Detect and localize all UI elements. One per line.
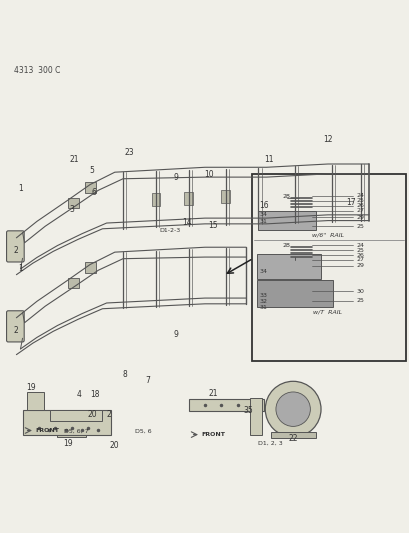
Text: 20: 20 (110, 441, 119, 450)
Text: 29: 29 (356, 263, 364, 268)
Text: 33: 33 (259, 293, 267, 298)
Text: 25: 25 (356, 248, 364, 253)
Text: 27: 27 (356, 208, 364, 213)
Bar (22, 410, 110, 434)
Text: 26: 26 (356, 253, 364, 257)
Bar (257, 254, 320, 279)
FancyBboxPatch shape (7, 231, 24, 262)
Bar (221, 190, 229, 204)
Text: 2: 2 (13, 246, 18, 255)
Text: 15: 15 (208, 221, 218, 230)
Text: 35: 35 (243, 406, 252, 415)
Text: 4: 4 (76, 390, 81, 399)
Text: 2: 2 (106, 410, 111, 419)
Bar (68, 278, 79, 288)
Text: 14: 14 (181, 217, 191, 227)
Text: 8: 8 (122, 370, 127, 379)
Text: 12: 12 (322, 135, 332, 144)
Text: 34: 34 (259, 269, 267, 274)
Text: 16: 16 (259, 201, 269, 211)
Bar (257, 280, 333, 308)
Bar (184, 191, 192, 205)
Text: 21: 21 (70, 155, 79, 164)
Text: 1: 1 (18, 264, 23, 273)
Text: FRONT: FRONT (201, 432, 225, 437)
Text: D5, 6: D5, 6 (135, 429, 151, 434)
Text: 24: 24 (356, 243, 364, 248)
Text: w/T  RAIL: w/T RAIL (312, 309, 342, 314)
Text: 31: 31 (259, 305, 267, 310)
Text: D1, 2, 3: D1, 2, 3 (258, 441, 282, 446)
Text: 30: 30 (356, 288, 364, 294)
Text: 11: 11 (263, 155, 273, 164)
Bar (27, 392, 44, 410)
Bar (252, 174, 405, 361)
Text: FRONT: FRONT (36, 428, 59, 433)
Text: 1: 1 (18, 184, 23, 193)
Text: 24: 24 (356, 193, 364, 198)
Bar (188, 399, 264, 411)
Bar (85, 262, 95, 273)
Text: D5, 6, 7: D5, 6, 7 (63, 429, 88, 434)
Bar (249, 398, 261, 434)
Text: 28: 28 (281, 195, 289, 199)
Text: 32: 32 (259, 299, 267, 304)
Text: 17: 17 (345, 198, 355, 207)
Text: 27: 27 (356, 257, 364, 262)
Text: 21: 21 (208, 389, 218, 398)
Text: 25: 25 (356, 198, 364, 204)
FancyBboxPatch shape (7, 311, 24, 342)
Text: 29: 29 (356, 215, 364, 220)
Text: w/6"  RAIL: w/6" RAIL (311, 232, 343, 237)
Bar (258, 211, 315, 230)
Text: 31: 31 (259, 219, 267, 224)
Bar (50, 410, 101, 422)
Bar (68, 198, 79, 208)
Text: 2: 2 (13, 326, 18, 335)
Bar (57, 425, 86, 437)
Bar (359, 184, 371, 201)
Circle shape (275, 392, 310, 426)
Text: 25: 25 (356, 224, 364, 229)
Text: 19: 19 (63, 439, 72, 448)
Text: 34: 34 (259, 212, 267, 216)
Bar (254, 189, 262, 203)
Text: 7: 7 (145, 376, 150, 385)
Text: 19: 19 (26, 383, 36, 392)
Circle shape (265, 381, 320, 437)
Text: 26: 26 (356, 203, 364, 208)
Bar (41, 415, 59, 431)
Text: 3: 3 (69, 205, 74, 214)
Text: 9: 9 (173, 329, 178, 338)
Text: 18: 18 (90, 390, 100, 399)
Text: D1-2-3: D1-2-3 (159, 228, 180, 233)
Bar (151, 192, 160, 206)
Text: 23: 23 (124, 148, 134, 157)
Bar (85, 182, 95, 193)
Text: 28: 28 (281, 244, 289, 248)
Text: 20: 20 (87, 410, 97, 419)
Text: 10: 10 (204, 170, 213, 179)
Circle shape (353, 182, 373, 202)
Text: 9: 9 (173, 173, 178, 182)
Text: 6: 6 (92, 188, 97, 197)
Text: 22: 22 (288, 434, 297, 443)
Text: 25: 25 (356, 298, 364, 303)
Text: 4313  300 C: 4313 300 C (14, 66, 61, 75)
Text: 5: 5 (90, 166, 94, 175)
Bar (270, 432, 315, 438)
